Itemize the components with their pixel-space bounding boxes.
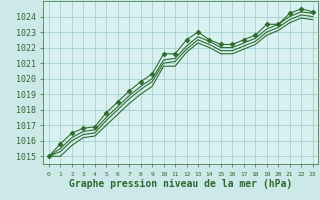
X-axis label: Graphe pression niveau de la mer (hPa): Graphe pression niveau de la mer (hPa) <box>69 179 292 189</box>
